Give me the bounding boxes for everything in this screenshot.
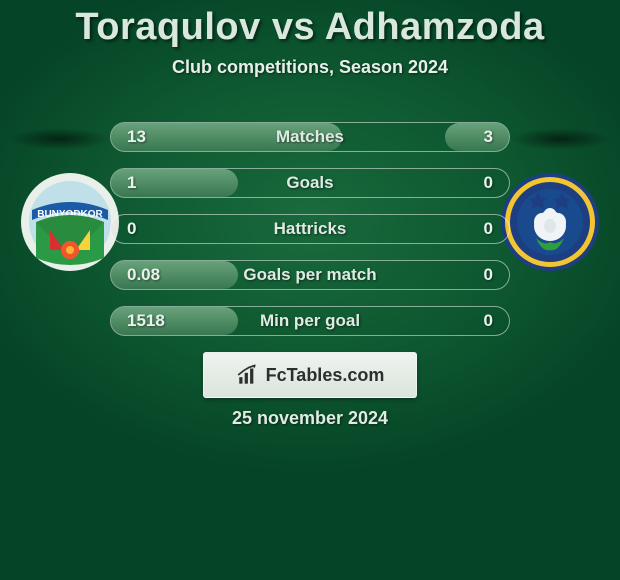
stat-label: Matches — [111, 127, 509, 147]
page-title: Toraqulov vs Adhamzoda — [0, 0, 620, 49]
table-row: 0 Hattricks 0 — [110, 214, 510, 244]
badge-shadow-left — [10, 128, 110, 150]
page-date: 25 november 2024 — [0, 408, 620, 429]
brand-badge: FcTables.com — [203, 352, 417, 398]
bar-chart-icon — [236, 364, 262, 386]
table-row: 1518 Min per goal 0 — [110, 306, 510, 336]
brand-label: FcTables.com — [266, 365, 385, 386]
stat-label: Hattricks — [111, 219, 509, 239]
stat-value-left: 1 — [127, 173, 136, 193]
pakhtakor-logo-icon — [500, 172, 600, 272]
badge-shadow-right — [510, 128, 610, 150]
stat-label: Goals per match — [111, 265, 509, 285]
stat-label: Min per goal — [111, 311, 509, 331]
bunyodkor-logo-icon: BUNYODKOR — [20, 172, 120, 272]
page-subtitle: Club competitions, Season 2024 — [0, 57, 620, 78]
stat-value-right: 3 — [484, 127, 493, 147]
stat-value-left: 0 — [127, 219, 136, 239]
stats-table: 13 Matches 3 1 Goals 0 0 Hattricks 0 0.0… — [110, 122, 510, 352]
stat-value-right: 0 — [484, 173, 493, 193]
stat-value-left: 1518 — [127, 311, 165, 331]
team-badge-left: BUNYODKOR — [20, 172, 120, 272]
team-badge-right — [500, 172, 600, 272]
stat-value-right: 0 — [484, 265, 493, 285]
stat-value-left: 13 — [127, 127, 146, 147]
stat-value-left: 0.08 — [127, 265, 160, 285]
table-row: 13 Matches 3 — [110, 122, 510, 152]
stat-value-right: 0 — [484, 219, 493, 239]
table-row: 1 Goals 0 — [110, 168, 510, 198]
table-row: 0.08 Goals per match 0 — [110, 260, 510, 290]
stat-value-right: 0 — [484, 311, 493, 331]
stat-label: Goals — [111, 173, 509, 193]
